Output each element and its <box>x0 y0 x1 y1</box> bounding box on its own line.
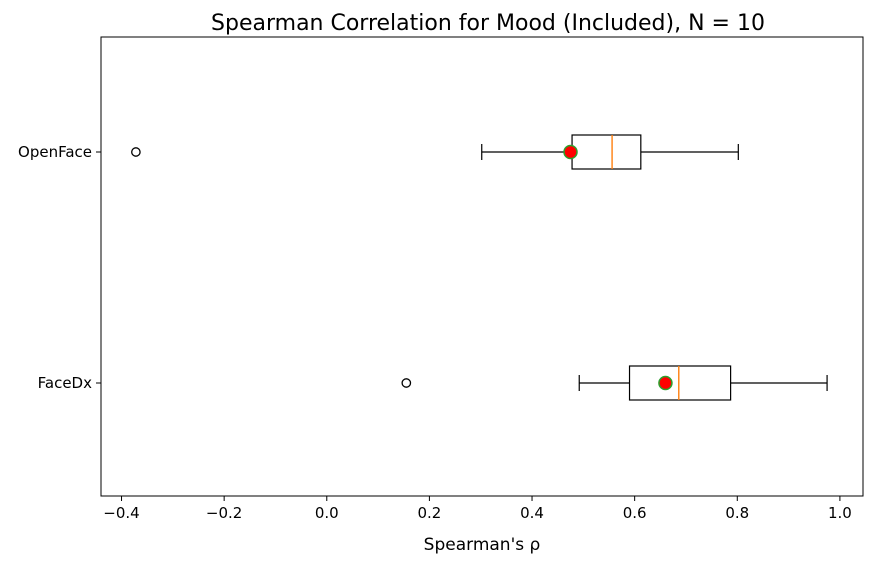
outlier-point <box>401 378 412 388</box>
x-tick-label: 0.4 <box>520 504 544 522</box>
iqr-box <box>628 365 732 401</box>
x-tick-label: 0.8 <box>725 504 749 522</box>
mean-marker <box>563 144 578 160</box>
x-axis-title: Spearman's ρ <box>424 535 541 555</box>
x-tick-label: 1.0 <box>828 504 852 522</box>
x-tick-label: −0.2 <box>206 504 242 522</box>
x-axis: −0.4 −0.2 0.0 0.2 0.4 0.6 0.8 1.0 <box>103 496 852 522</box>
chart-title: Spearman Correlation for Mood (Included)… <box>211 11 765 36</box>
x-tick-label: 0.2 <box>417 504 441 522</box>
y-tick-label: OpenFace <box>18 143 92 161</box>
box-facedx <box>401 365 828 401</box>
y-tick-label: FaceDx <box>38 374 92 392</box>
mean-marker <box>658 375 673 391</box>
y-axis: FaceDx OpenFace <box>18 143 101 392</box>
x-tick-label: 0.6 <box>623 504 647 522</box>
box-openface <box>131 134 739 170</box>
x-tick-label: 0.0 <box>315 504 339 522</box>
outlier-point <box>131 147 141 157</box>
boxes-group <box>131 134 828 401</box>
x-tick-label: −0.4 <box>103 504 139 522</box>
plot-frame <box>100 36 864 497</box>
